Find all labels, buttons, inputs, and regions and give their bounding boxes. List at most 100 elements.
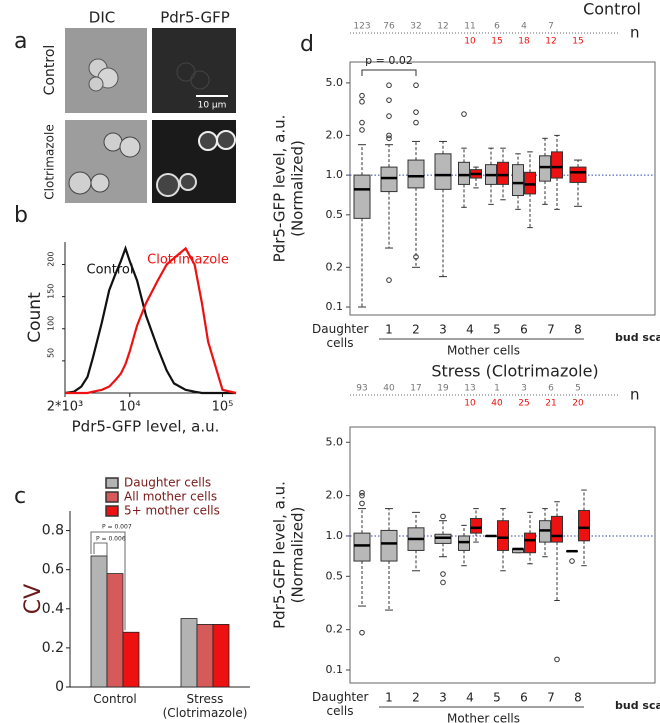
y-tick-label: 0.5 [326, 569, 344, 582]
x-tick-label: 6 [520, 691, 528, 705]
n-label: n [630, 24, 640, 42]
outlier [359, 119, 365, 126]
x-tick-label: 3 [439, 323, 447, 337]
group-label: Mother cells [447, 712, 520, 723]
n-count: 32 [410, 22, 421, 32]
y-tick-label: 0.2 [326, 260, 344, 273]
x-tick-label: 4 [466, 323, 474, 337]
n-count: 123 [353, 22, 370, 32]
annotation: P = 0.007 [102, 524, 132, 531]
outlier [386, 277, 392, 283]
box [458, 161, 470, 185]
legend-label: Daughter cells [124, 476, 211, 490]
x-tick-label: Control [93, 692, 137, 706]
n-count: 17 [410, 384, 421, 394]
n-count: 15 [491, 37, 502, 47]
y-tick-label: 0.6 [42, 562, 64, 578]
box [512, 164, 524, 197]
y-axis-label: Count [25, 292, 45, 343]
n-count: 15 [572, 37, 583, 47]
y-tick-label: 1.0 [326, 168, 344, 181]
y-tick-label: 150 [47, 284, 56, 299]
y-tick-label: 0.4 [42, 601, 64, 617]
box [539, 155, 551, 182]
x-axis-label: bud scars [615, 699, 660, 712]
row-label: Control [42, 45, 58, 96]
y-tick-label: 100 [47, 316, 56, 331]
legend-swatch [105, 491, 119, 503]
y-axis-label: (Normalized) [289, 140, 307, 237]
x-tick-label: 2 [412, 691, 420, 705]
bar [122, 631, 140, 688]
y-tick-label: 0.1 [326, 663, 344, 676]
bar [196, 624, 214, 688]
x-tick-label: 7 [547, 323, 555, 337]
outlier [359, 629, 365, 636]
y-tick-label: 5.0 [326, 435, 344, 448]
bracket [361, 69, 417, 76]
outlier [359, 98, 365, 105]
x-tick-label: 6 [520, 323, 528, 337]
outlier [554, 656, 560, 663]
n-count: 11 [464, 22, 475, 32]
y-tick-label: 0 [55, 679, 64, 695]
outlier [413, 254, 419, 260]
outlier [569, 558, 575, 564]
box [380, 529, 398, 562]
bar [180, 618, 198, 688]
y-tick-label: 50 [47, 348, 56, 358]
box [524, 171, 536, 195]
y-tick-label: 200 [47, 251, 56, 266]
series-line [65, 246, 237, 395]
n-count: 6 [494, 22, 500, 32]
y-tick-label: 0.8 [42, 523, 64, 539]
box [470, 517, 482, 534]
n-count: 1 [494, 384, 500, 394]
outlier [440, 513, 446, 520]
y-tick-label: 5.0 [326, 76, 344, 89]
x-tick-label: 8 [574, 691, 582, 705]
chart-title: Control [583, 0, 641, 19]
bar [106, 573, 124, 688]
x-axis-label: bud scars [615, 331, 660, 344]
y-tick-label: 1.0 [326, 529, 344, 542]
bar [90, 555, 108, 688]
n-count: 10 [464, 37, 476, 47]
y-tick-label: 0.5 [326, 208, 344, 221]
n-count: 76 [383, 22, 395, 32]
y-tick-label: 0.2 [326, 623, 344, 636]
box [380, 166, 398, 193]
outlier [461, 111, 467, 117]
n-label: n [630, 386, 640, 404]
x-tick-label: 8 [574, 323, 582, 337]
legend-swatch [105, 505, 119, 517]
legend-label: Clotrimazole [147, 253, 229, 268]
n-count: 4 [521, 22, 527, 32]
x-tick-label: Stress (Clotrimazole) [162, 692, 248, 720]
n-count: 6 [548, 384, 554, 394]
outlier [413, 82, 419, 89]
outlier [413, 109, 419, 115]
box [353, 174, 371, 219]
x-tick-label: 3 [439, 691, 447, 705]
box [569, 166, 587, 183]
column-label: Pdr5-GFP [160, 9, 230, 27]
legend-label: Control [87, 263, 134, 278]
y-axis-label: Pdr5-GFP level, a.u. [271, 481, 289, 629]
n-count: 12 [437, 22, 448, 32]
n-count: 12 [545, 37, 556, 47]
box [524, 532, 536, 554]
y-tick-label: 2.0 [326, 489, 344, 502]
n-count: 10 [464, 399, 476, 409]
plot-frame [349, 61, 656, 316]
outlier [359, 500, 365, 507]
y-axis-label: Pdr5-GFP level, a.u. [271, 115, 289, 263]
outlier [359, 92, 365, 99]
panel-label: d [300, 32, 314, 57]
n-count: 19 [437, 384, 449, 394]
n-count: 25 [518, 399, 529, 409]
outlier [386, 113, 392, 119]
y-tick-label: 2.0 [326, 128, 344, 141]
